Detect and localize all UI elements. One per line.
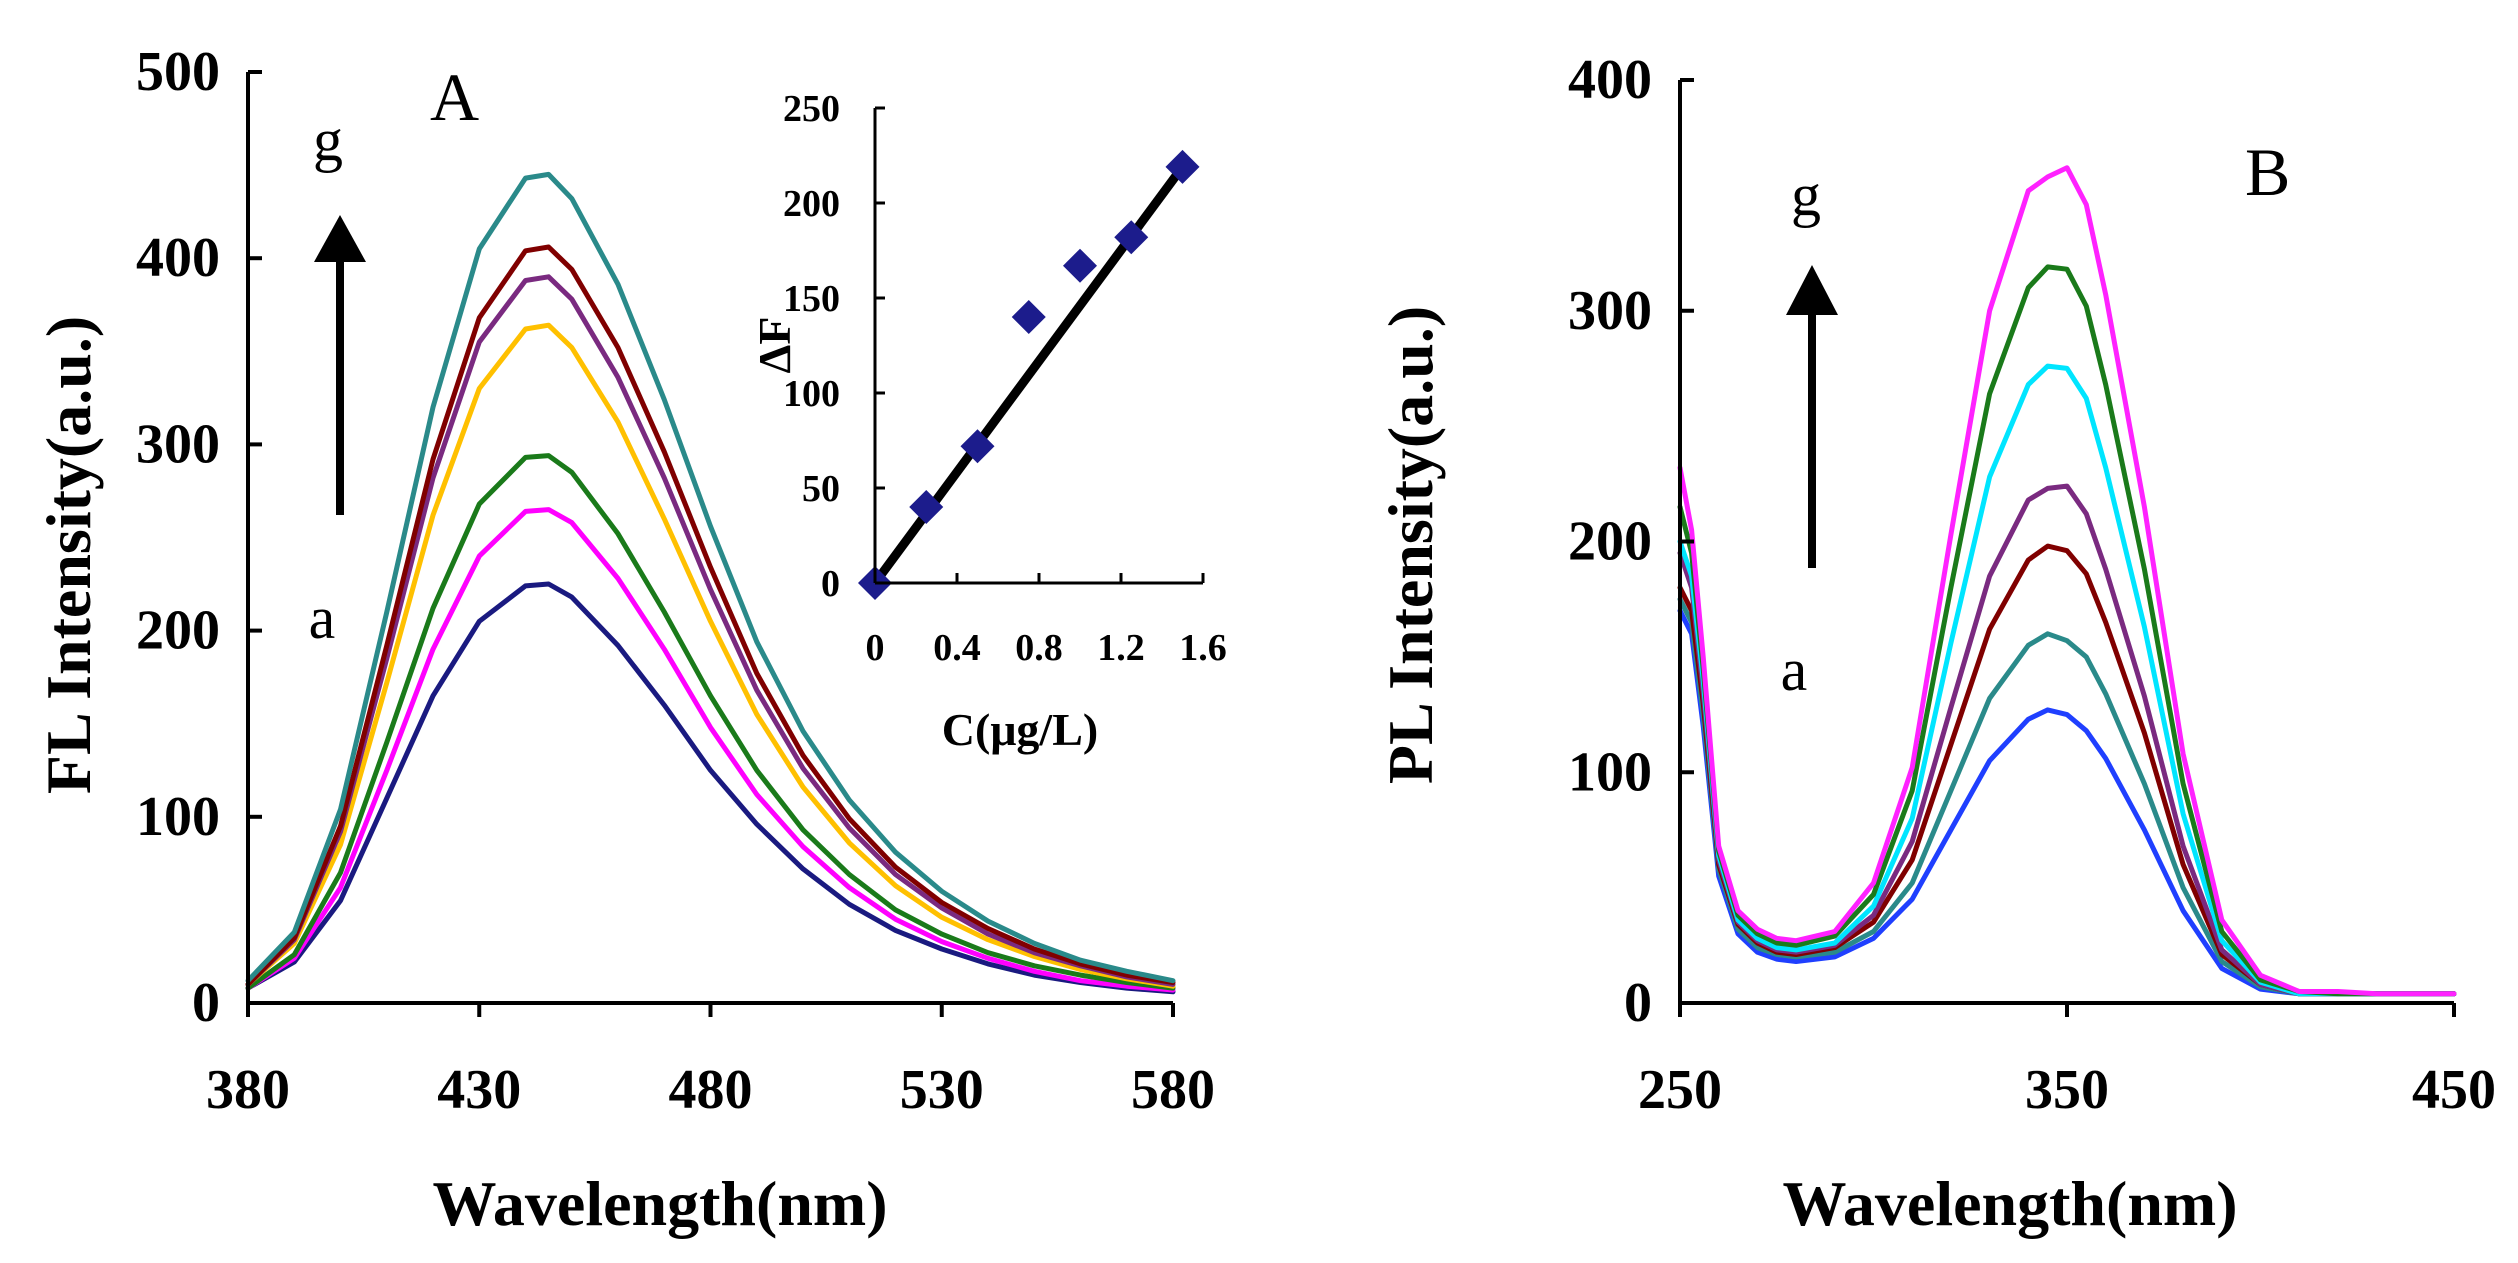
inset-y-tick-label: 150 <box>783 278 840 320</box>
inset-x-tick-label: 1.2 <box>1097 627 1145 669</box>
panel-a-x-tick-label: 380 <box>206 1059 290 1121</box>
inset-point <box>1165 149 1200 184</box>
inset-y-tick-label: 250 <box>783 88 840 130</box>
panel-b-y-tick-label: 100 <box>1568 741 1652 803</box>
panel-b-y-tick-label: 0 <box>1624 972 1652 1034</box>
panel-a-series-g <box>245 171 1176 984</box>
inset-x-tick-label: 0.4 <box>933 627 981 669</box>
inset-point <box>1063 248 1097 283</box>
panel-a-x-tick-label: 580 <box>1131 1059 1215 1121</box>
inset-y-title: ΔF <box>749 317 800 374</box>
panel-a-x-title: Wavelength(nm) <box>432 1168 887 1239</box>
panel-a-y-ticks: 0 100 200 300 400 500 <box>136 41 262 1034</box>
panel-a-series-f <box>245 244 1176 987</box>
panel-a-y-tick-label: 200 <box>136 600 220 662</box>
inset-y-tick-label: 50 <box>802 468 840 510</box>
panel-b-x-title: Wavelength(nm) <box>1782 1168 2237 1239</box>
panel-a-series-a <box>245 581 1176 995</box>
panel-a-arrow-bottom-label: a <box>309 585 336 651</box>
inset-x-ticks: 0 0.4 0.8 1.2 1.6 <box>866 573 1227 669</box>
inset-point <box>1011 300 1046 334</box>
panel-b-curves <box>1677 165 2457 997</box>
panel-a-x-tick-label: 480 <box>669 1059 753 1121</box>
panel-b-x-tick-label: 350 <box>2025 1059 2109 1121</box>
panel-a-curves <box>245 171 1176 995</box>
panel-b-y-tick-label: 200 <box>1568 511 1652 573</box>
panel-a-series-b <box>245 507 1176 993</box>
inset-point <box>960 429 995 464</box>
inset-x-title: C(μg/L) <box>942 704 1098 755</box>
inset-x-tick-label: 0.8 <box>1015 627 1063 669</box>
panel-b-series-f <box>1677 264 2457 997</box>
panel-a-y-tick-label: 400 <box>136 227 220 289</box>
panel-a-y-tick-label: 300 <box>136 413 220 475</box>
panel-a-y-tick-label: 500 <box>136 41 220 103</box>
inset-y-tick-label: 200 <box>783 183 840 225</box>
panel-a-x-tick-label: 530 <box>900 1059 984 1121</box>
panel-b-arrow-head <box>1786 265 1838 315</box>
panel-b-series-a <box>1677 608 2457 997</box>
panel-b-y-ticks: 0 100 200 300 400 <box>1568 49 1694 1034</box>
panel-a-series-c <box>245 453 1176 991</box>
panel-b-series-c <box>1677 543 2457 997</box>
panel-b-series-d <box>1677 483 2457 997</box>
panel-a-y-tick-label: 100 <box>136 786 220 848</box>
panel-b-series-g <box>1677 165 2457 997</box>
panel-b-y-title: PL Intensity(a.u.) <box>1375 306 1446 784</box>
inset-points <box>858 149 1200 600</box>
inset-y-tick-label: 0 <box>821 563 840 605</box>
panel-b-arrow-bottom-label: a <box>1781 637 1808 703</box>
panel-a-y-title: FL Intensity(a.u.) <box>33 316 104 794</box>
panel-b-y-tick-label: 400 <box>1568 49 1652 111</box>
panel-a-x-tick-label: 430 <box>437 1059 521 1121</box>
panel-a-y-tick-label: 0 <box>192 972 220 1034</box>
inset-x-tick-label: 1.6 <box>1179 627 1227 669</box>
panel-b-arrow-top-label: g <box>1791 162 1821 228</box>
panel-b-x-ticks: 250 350 450 <box>1638 1003 2496 1121</box>
panel-a-letter: A <box>430 59 479 135</box>
panel-b-y-tick-label: 300 <box>1568 280 1652 342</box>
panel-a-arrow-top-label: g <box>313 107 343 173</box>
inset-y-tick-label: 100 <box>783 373 840 415</box>
panel-b-x-tick-label: 450 <box>2412 1059 2496 1121</box>
panel-a-series-d <box>245 322 1176 989</box>
panel-a-x-ticks: 380 430 480 530 580 <box>206 1003 1215 1121</box>
inset-x-tick-label: 0 <box>866 627 885 669</box>
panel-a-inset: 0 50 100 150 200 250 0 0.4 0.8 1.2 1.6 ΔF C(μg/L) <box>749 88 1227 755</box>
inset-y-ticks: 0 50 100 150 200 250 <box>783 88 885 605</box>
panel-b-letter: B <box>2245 134 2290 210</box>
panel-b: 0 100 200 300 400 250 350 450 PL Intensity(a.u… <box>1375 49 2496 1239</box>
inset-point <box>1114 220 1149 255</box>
inset-point <box>909 490 944 524</box>
panel-a-series-e <box>245 274 1176 987</box>
panel-b-x-tick-label: 250 <box>1638 1059 1722 1121</box>
panel-a-arrow-head <box>314 215 366 262</box>
